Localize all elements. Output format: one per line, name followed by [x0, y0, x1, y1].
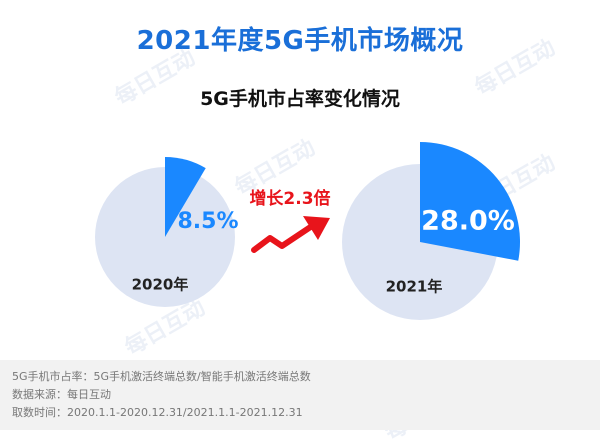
growth-arrow-icon — [251, 216, 330, 253]
page-title: 2021年度5G手机市场概况 — [136, 26, 464, 56]
footer-definition: 5G手机市占率：5G手机激活终端总数/智能手机激活终端总数 — [12, 370, 311, 383]
footer-period: 取数时间：2020.1.1-2020.12.31/2021.1.1-2021.1… — [12, 406, 303, 419]
pie-category-label: 2021年 — [386, 278, 443, 296]
footer-notes: 5G手机市占率：5G手机激活终端总数/智能手机激活终端总数 数据来源：每日互动 … — [0, 360, 600, 430]
footer-source: 数据来源：每日互动 — [12, 388, 111, 401]
pie-value-label: 28.0% — [421, 206, 515, 237]
pie-slice — [165, 157, 206, 237]
pie-category-label: 2020年 — [132, 276, 189, 294]
pie-slice — [420, 142, 520, 261]
pie-charts: 8.5% 2020年 28.0% 2021年 增长2.3倍 — [95, 142, 520, 320]
growth-annotation: 增长2.3倍 — [249, 188, 330, 209]
pie-value-label: 8.5% — [177, 209, 238, 234]
chart-subtitle: 5G手机市占率变化情况 — [200, 88, 400, 110]
